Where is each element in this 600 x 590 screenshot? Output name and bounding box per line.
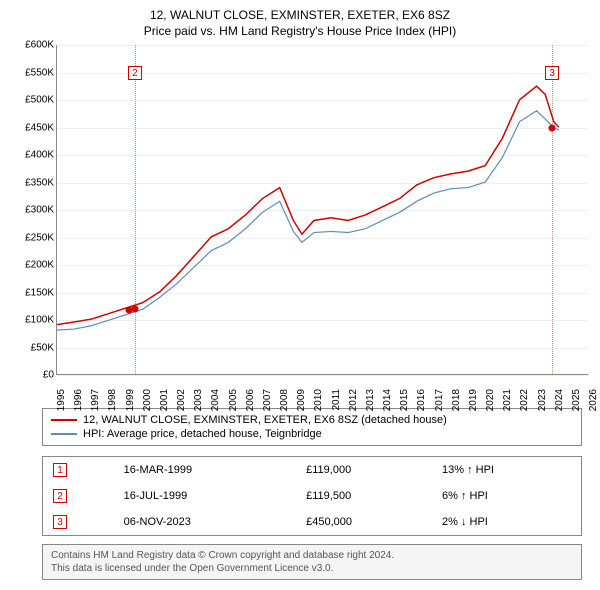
x-tick-label: 2022 [519, 389, 530, 411]
legend-row: HPI: Average price, detached house, Teig… [51, 427, 573, 441]
x-tick-label: 2017 [434, 389, 445, 411]
plot-area: 23 [56, 45, 588, 375]
tx-delta: 13% ↑ HPI [432, 457, 581, 484]
x-tick-label: 2014 [382, 389, 393, 411]
y-tick-label: £450K [25, 122, 54, 133]
legend-swatch [51, 419, 77, 421]
transactions-table: 1 16-MAR-1999£119,00013% ↑ HPI 2 16-JUL-199… [42, 456, 582, 536]
event-vline [552, 45, 553, 374]
tx-price: £119,000 [296, 457, 432, 484]
x-tick-label: 2000 [142, 389, 153, 411]
x-tick-label: 2025 [571, 389, 582, 411]
data-point-dot [549, 124, 556, 131]
tx-date: 16-JUL-1999 [114, 483, 296, 509]
y-tick-label: £350K [25, 177, 54, 188]
x-tick-label: 2007 [262, 389, 273, 411]
x-tick-label: 1995 [56, 389, 67, 411]
tx-number-box: 1 [53, 463, 67, 477]
x-tick-label: 2020 [485, 389, 496, 411]
chart-area: £0 £50K £100K £150K £200K £250K £300K £350K £400… [12, 45, 588, 400]
y-tick-label: £400K [25, 150, 54, 161]
tx-delta: 2% ↓ HPI [432, 509, 581, 536]
title-block: 12, WALNUT CLOSE, EXMINSTER, EXETER, EX6… [12, 8, 588, 39]
legend-label: HPI: Average price, detached house, Teig… [83, 428, 322, 440]
y-axis: £0£50K£100K£150K£200K£250K£300K£350K£400… [12, 45, 56, 375]
y-tick-label: £600K [25, 40, 54, 51]
tx-number-box: 3 [53, 515, 67, 529]
x-tick-label: 2018 [451, 389, 462, 411]
x-tick-label: 2023 [537, 389, 548, 411]
x-tick-label: 1999 [125, 389, 136, 411]
y-tick-label: £50K [31, 342, 54, 353]
x-tick-label: 2015 [399, 389, 410, 411]
y-tick-label: £250K [25, 232, 54, 243]
chart-container: 12, WALNUT CLOSE, EXMINSTER, EXETER, EX6… [0, 0, 600, 590]
x-tick-label: 1996 [73, 389, 84, 411]
x-tick-label: 2009 [296, 389, 307, 411]
title-line-1: 12, WALNUT CLOSE, EXMINSTER, EXETER, EX6… [12, 8, 588, 24]
event-marker-box: 3 [545, 66, 559, 80]
x-tick-label: 2019 [468, 389, 479, 411]
data-point-dot [131, 306, 138, 313]
tx-delta: 6% ↑ HPI [432, 483, 581, 509]
tx-date: 06-NOV-2023 [114, 509, 296, 536]
x-tick-label: 2008 [279, 389, 290, 411]
footer-line-1: Contains HM Land Registry data © Crown c… [51, 549, 573, 562]
x-tick-label: 2005 [228, 389, 239, 411]
x-tick-label: 2006 [245, 389, 256, 411]
x-tick-label: 2012 [348, 389, 359, 411]
y-tick-label: £0 [43, 370, 54, 381]
x-axis: 1995199619971998199920002001200220032004… [56, 375, 588, 400]
legend-label: 12, WALNUT CLOSE, EXMINSTER, EXETER, EX6… [83, 414, 447, 426]
y-tick-label: £500K [25, 95, 54, 106]
tx-price: £450,000 [296, 509, 432, 536]
footer: Contains HM Land Registry data © Crown c… [42, 544, 582, 580]
title-line-2: Price paid vs. HM Land Registry's House … [12, 24, 588, 40]
y-tick-label: £200K [25, 260, 54, 271]
y-tick-label: £150K [25, 287, 54, 298]
y-tick-label: £100K [25, 315, 54, 326]
x-tick-label: 2011 [331, 389, 342, 411]
x-tick-label: 2013 [365, 389, 376, 411]
table-row: 1 16-MAR-1999£119,00013% ↑ HPI [43, 457, 582, 484]
series-line [57, 111, 559, 330]
x-tick-label: 1998 [107, 389, 118, 411]
y-tick-label: £550K [25, 67, 54, 78]
x-tick-label: 2004 [210, 389, 221, 411]
x-tick-label: 2016 [416, 389, 427, 411]
x-tick-label: 2021 [502, 389, 513, 411]
event-marker-box: 2 [128, 66, 142, 80]
series-line [57, 86, 559, 324]
tx-date: 16-MAR-1999 [114, 457, 296, 484]
table-row: 2 16-JUL-1999£119,5006% ↑ HPI [43, 483, 582, 509]
legend: 12, WALNUT CLOSE, EXMINSTER, EXETER, EX6… [42, 408, 582, 446]
x-tick-label: 2001 [159, 389, 170, 411]
x-tick-label: 1997 [90, 389, 101, 411]
legend-row: 12, WALNUT CLOSE, EXMINSTER, EXETER, EX6… [51, 413, 573, 427]
event-vline [135, 45, 136, 374]
table-row: 3 06-NOV-2023£450,0002% ↓ HPI [43, 509, 582, 536]
tx-number-box: 2 [53, 489, 67, 503]
x-tick-label: 2026 [588, 389, 599, 411]
x-tick-label: 2010 [313, 389, 324, 411]
legend-swatch [51, 433, 77, 435]
footer-line-2: This data is licensed under the Open Gov… [51, 562, 573, 575]
x-tick-label: 2024 [554, 389, 565, 411]
x-tick-label: 2003 [193, 389, 204, 411]
tx-price: £119,500 [296, 483, 432, 509]
y-tick-label: £300K [25, 205, 54, 216]
x-tick-label: 2002 [176, 389, 187, 411]
